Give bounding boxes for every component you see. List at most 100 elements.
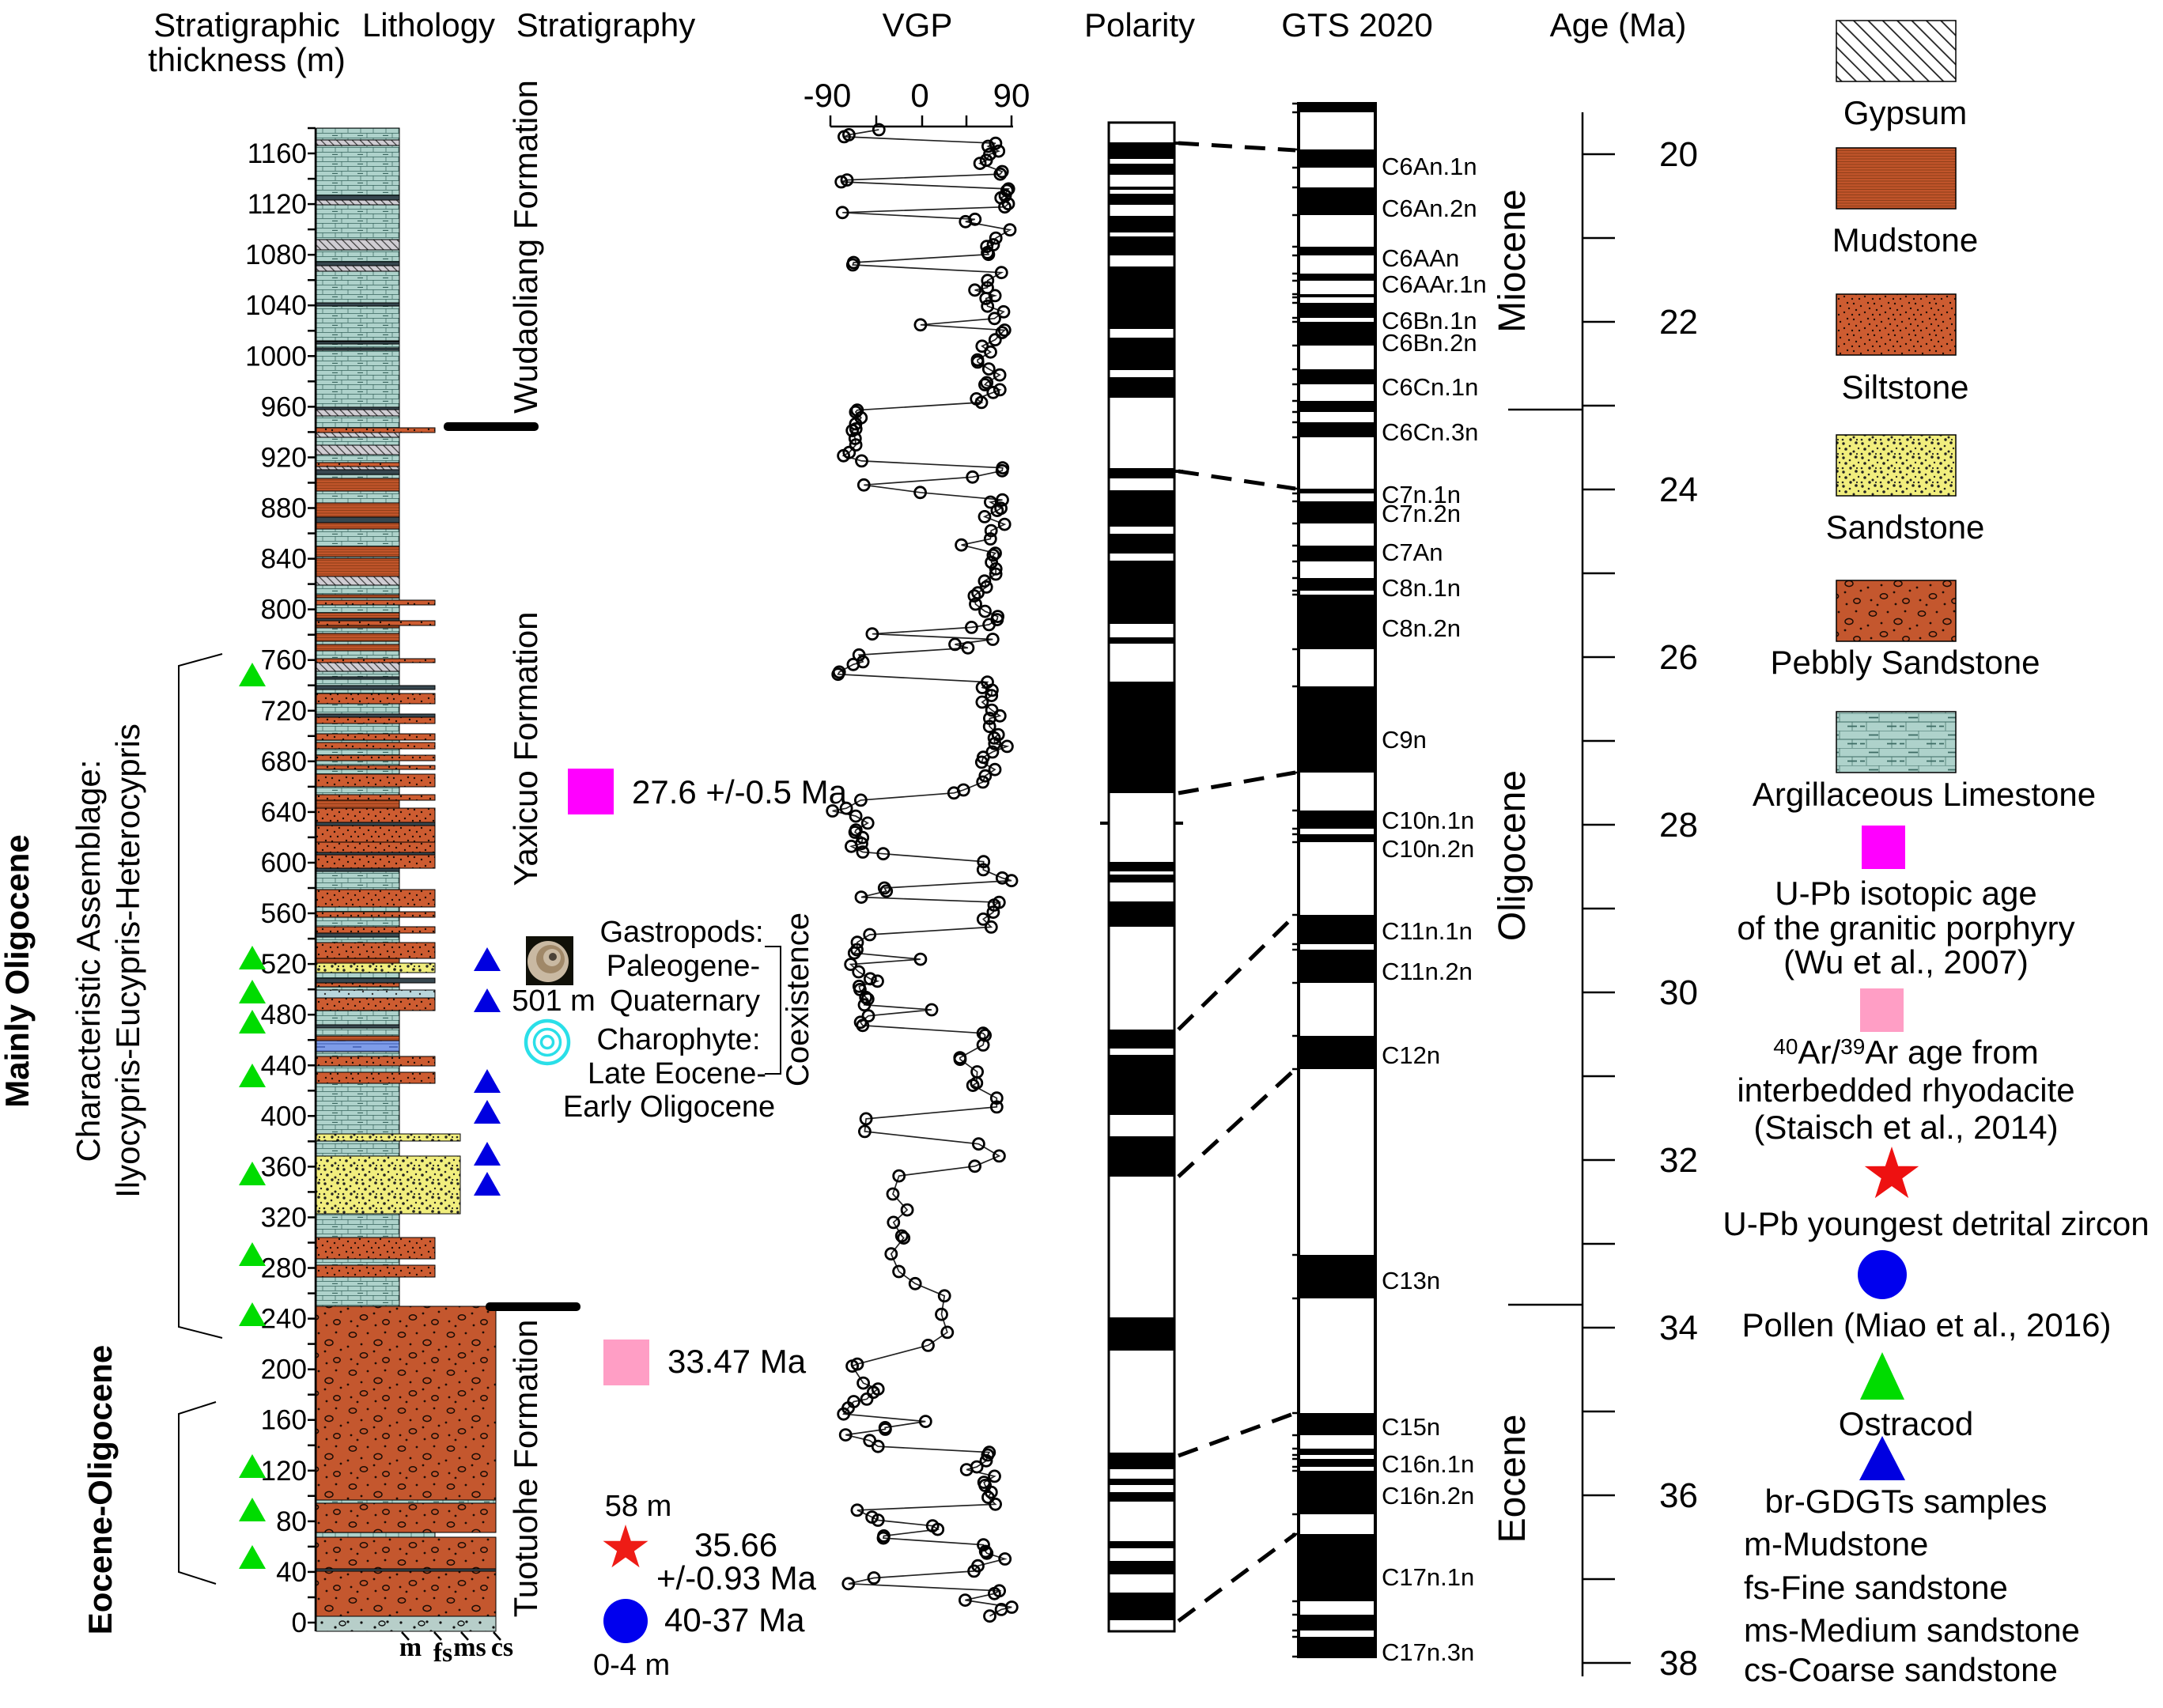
- svg-text:C11n.2n: C11n.2n: [1382, 958, 1473, 985]
- svg-text:1160: 1160: [248, 138, 307, 169]
- svg-text:ms-Medium sandstone: ms-Medium sandstone: [1744, 1612, 2080, 1649]
- svg-text:27.6 +/-0.5 Ma: 27.6 +/-0.5 Ma: [632, 773, 848, 811]
- svg-text:U-Pb youngest detrital zircon: U-Pb youngest detrital zircon: [1722, 1205, 2149, 1242]
- svg-text:Tuotuohe Formation: Tuotuohe Formation: [507, 1320, 544, 1618]
- svg-text:320: 320: [261, 1202, 307, 1233]
- svg-text:Pebbly Sandstone: Pebbly Sandstone: [1771, 644, 2040, 681]
- svg-text:26: 26: [1659, 638, 1698, 677]
- svg-text:36: 36: [1659, 1476, 1698, 1515]
- svg-text:0: 0: [910, 77, 928, 114]
- svg-text:28: 28: [1659, 806, 1698, 845]
- svg-text:40-37 Ma: 40-37 Ma: [664, 1601, 805, 1638]
- svg-text:360: 360: [261, 1151, 307, 1182]
- svg-text:C7n.2n: C7n.2n: [1382, 500, 1461, 527]
- svg-text:thickness (m): thickness (m): [148, 41, 346, 78]
- svg-text:Siltstone: Siltstone: [1841, 368, 1968, 406]
- svg-text:Early Oligocene: Early Oligocene: [563, 1090, 775, 1124]
- svg-text:Stratigraphic: Stratigraphic: [153, 6, 340, 43]
- svg-text:VGP: VGP: [883, 6, 953, 43]
- svg-text:Sandstone: Sandstone: [1826, 508, 1985, 546]
- svg-text:Gypsum: Gypsum: [1843, 94, 1967, 131]
- svg-text:fs-Fine sandstone: fs-Fine sandstone: [1744, 1569, 2008, 1606]
- svg-text:0-4 m: 0-4 m: [593, 1649, 670, 1682]
- svg-text:1000: 1000: [245, 341, 307, 372]
- svg-text:40Ar/39Ar age from: 40Ar/39Ar age from: [1773, 1033, 2038, 1071]
- svg-text:ms: ms: [453, 1633, 486, 1662]
- svg-text:800: 800: [261, 595, 307, 625]
- svg-text:C11n.1n: C11n.1n: [1382, 917, 1473, 945]
- svg-text:Pollen (Miao et al., 2016): Pollen (Miao et al., 2016): [1742, 1306, 2112, 1343]
- svg-text:cs: cs: [491, 1633, 513, 1662]
- svg-text:Late Eocene-: Late Eocene-: [588, 1057, 766, 1090]
- svg-text:240: 240: [261, 1304, 307, 1335]
- svg-text:br-GDGTs samples: br-GDGTs samples: [1764, 1483, 2047, 1520]
- svg-text:U-Pb isotopic age: U-Pb isotopic age: [1775, 875, 2037, 912]
- svg-text:34: 34: [1659, 1309, 1698, 1347]
- svg-text:58 m: 58 m: [605, 1490, 671, 1523]
- svg-text:C6An.2n: C6An.2n: [1382, 195, 1477, 222]
- svg-text:33.47 Ma: 33.47 Ma: [667, 1343, 807, 1380]
- svg-text:1080: 1080: [245, 240, 307, 270]
- svg-text:C7An: C7An: [1382, 538, 1443, 566]
- svg-text:C15n: C15n: [1382, 1413, 1440, 1441]
- svg-text:C16n.1n: C16n.1n: [1382, 1450, 1474, 1478]
- svg-text:C6AAr.1n: C6AAr.1n: [1382, 270, 1487, 298]
- svg-text:Ostracod: Ostracod: [1839, 1405, 1973, 1442]
- svg-text:Gastropods:: Gastropods:: [600, 916, 764, 949]
- svg-text:GTS 2020: GTS 2020: [1281, 6, 1432, 43]
- svg-text:C10n.2n: C10n.2n: [1382, 835, 1474, 863]
- svg-text:Lithology: Lithology: [362, 6, 495, 43]
- svg-text:680: 680: [261, 746, 307, 777]
- svg-text:840: 840: [261, 544, 307, 575]
- svg-text:38: 38: [1659, 1644, 1698, 1683]
- svg-text:480: 480: [261, 999, 307, 1030]
- svg-text:fs: fs: [433, 1638, 453, 1668]
- svg-text:160: 160: [261, 1405, 307, 1436]
- svg-text:Yaxicuo Formation: Yaxicuo Formation: [507, 611, 544, 886]
- svg-text:1120: 1120: [248, 189, 307, 220]
- svg-text:-90: -90: [804, 77, 852, 114]
- svg-text:20: 20: [1659, 135, 1698, 174]
- svg-text:C6Bn.1n: C6Bn.1n: [1382, 307, 1477, 334]
- svg-text:(Wu et al., 2007): (Wu et al., 2007): [1783, 943, 2029, 981]
- svg-text:920: 920: [261, 442, 307, 473]
- svg-text:640: 640: [261, 797, 307, 828]
- svg-text:Quaternary: Quaternary: [610, 984, 760, 1018]
- svg-text:22: 22: [1659, 303, 1698, 342]
- svg-text:C13n: C13n: [1382, 1267, 1440, 1294]
- svg-text:+/-0.93 Ma: +/-0.93 Ma: [656, 1559, 817, 1597]
- svg-text:C7n.1n: C7n.1n: [1382, 481, 1461, 508]
- svg-text:C6Cn.1n: C6Cn.1n: [1382, 373, 1478, 401]
- svg-text:720: 720: [261, 696, 307, 727]
- svg-text:760: 760: [261, 645, 307, 676]
- svg-text:600: 600: [261, 848, 307, 879]
- svg-text:Age (Ma): Age (Ma): [1550, 6, 1687, 43]
- svg-text:m: m: [399, 1633, 422, 1662]
- svg-text:90: 90: [993, 77, 1030, 114]
- svg-text:Mainly Oligocene: Mainly Oligocene: [0, 834, 36, 1107]
- svg-text:35.66: 35.66: [694, 1526, 777, 1563]
- svg-text:24: 24: [1659, 470, 1698, 509]
- svg-text:C9n: C9n: [1382, 726, 1427, 754]
- svg-text:280: 280: [261, 1253, 307, 1284]
- svg-text:440: 440: [261, 1050, 307, 1081]
- svg-text:Characteristic Assemblage:: Characteristic Assemblage:: [70, 760, 107, 1162]
- svg-text:30: 30: [1659, 973, 1698, 1012]
- svg-text:Mudstone: Mudstone: [1832, 221, 1978, 259]
- svg-text:400: 400: [261, 1101, 307, 1132]
- svg-text:1040: 1040: [245, 290, 307, 321]
- svg-text:Eocene: Eocene: [1492, 1415, 1533, 1544]
- svg-text:880: 880: [261, 493, 307, 524]
- svg-text:m-Mudstone: m-Mudstone: [1744, 1525, 1928, 1563]
- svg-text:0: 0: [292, 1608, 307, 1638]
- svg-text:C8n.1n: C8n.1n: [1382, 574, 1461, 602]
- svg-text:C8n.2n: C8n.2n: [1382, 614, 1461, 642]
- svg-text:C17n.3n: C17n.3n: [1382, 1638, 1474, 1666]
- svg-text:C6An.1n: C6An.1n: [1382, 153, 1477, 180]
- svg-text:Stratigraphy: Stratigraphy: [516, 6, 695, 43]
- svg-text:960: 960: [261, 391, 307, 422]
- svg-text:Paleogene-: Paleogene-: [607, 950, 760, 983]
- svg-text:Miocene: Miocene: [1492, 189, 1533, 332]
- svg-text:Eocene-Oligocene: Eocene-Oligocene: [81, 1345, 119, 1634]
- svg-text:560: 560: [261, 898, 307, 929]
